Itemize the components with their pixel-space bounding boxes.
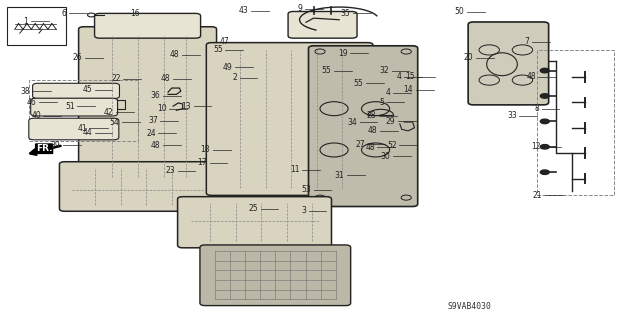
Text: 41: 41 [78, 124, 88, 133]
Circle shape [540, 145, 549, 149]
Text: 1: 1 [24, 17, 28, 26]
Text: 24: 24 [147, 129, 156, 138]
Text: 48: 48 [170, 50, 179, 59]
Text: 17: 17 [197, 158, 207, 167]
Text: S9VAB4030: S9VAB4030 [448, 302, 492, 311]
Text: 15: 15 [405, 72, 415, 81]
Text: 9: 9 [298, 4, 303, 13]
Text: 36: 36 [150, 92, 161, 100]
Text: 2: 2 [232, 73, 237, 82]
Text: 42: 42 [104, 108, 113, 117]
Text: 7: 7 [525, 38, 529, 47]
Text: 52: 52 [387, 141, 397, 150]
Text: 35: 35 [341, 9, 351, 18]
Text: 23: 23 [165, 166, 175, 175]
Text: 39: 39 [51, 141, 60, 150]
FancyBboxPatch shape [33, 83, 120, 99]
Text: 19: 19 [338, 48, 348, 58]
Circle shape [540, 119, 549, 123]
Text: 55: 55 [213, 45, 223, 55]
FancyBboxPatch shape [200, 245, 351, 306]
FancyBboxPatch shape [206, 43, 373, 196]
FancyBboxPatch shape [177, 197, 332, 248]
Text: 44: 44 [83, 128, 92, 137]
Text: 28: 28 [367, 111, 376, 120]
Text: 43: 43 [239, 6, 248, 15]
Text: 20: 20 [463, 53, 473, 62]
Text: 48: 48 [526, 72, 536, 81]
Text: 54: 54 [109, 117, 120, 127]
Text: 8: 8 [534, 104, 539, 113]
FancyBboxPatch shape [288, 11, 357, 38]
Text: 38: 38 [20, 87, 30, 96]
Text: 29: 29 [386, 117, 396, 126]
Text: 31: 31 [335, 171, 344, 180]
Text: 26: 26 [73, 53, 83, 62]
Text: 18: 18 [201, 145, 210, 154]
FancyBboxPatch shape [468, 22, 548, 105]
Text: 12: 12 [531, 142, 541, 151]
Text: 3: 3 [301, 206, 306, 215]
Text: 37: 37 [148, 116, 158, 125]
Bar [7, 7, 66, 45]
Text: 48: 48 [161, 74, 171, 83]
Text: 48: 48 [368, 126, 378, 135]
Text: 53: 53 [301, 185, 311, 194]
Text: 48: 48 [365, 143, 375, 152]
Text: 48: 48 [151, 141, 161, 150]
Text: 25: 25 [248, 204, 258, 213]
Text: 51: 51 [65, 102, 75, 111]
Text: 6: 6 [61, 9, 67, 18]
Text: 34: 34 [348, 117, 357, 127]
Circle shape [540, 170, 549, 174]
Text: 16: 16 [131, 9, 140, 18]
Text: 33: 33 [507, 111, 516, 120]
Text: 11: 11 [290, 165, 300, 174]
Text: 46: 46 [27, 98, 36, 107]
Text: 14: 14 [404, 85, 413, 94]
Text: 45: 45 [83, 85, 92, 94]
FancyBboxPatch shape [31, 98, 118, 116]
Circle shape [540, 68, 549, 73]
Text: 30: 30 [381, 152, 390, 161]
Text: 40: 40 [31, 111, 41, 120]
Text: 22: 22 [111, 74, 121, 83]
Text: 13: 13 [181, 102, 191, 111]
Text: 49: 49 [223, 63, 232, 72]
Text: 4: 4 [397, 72, 402, 81]
Text: 32: 32 [380, 66, 389, 75]
Text: FR.: FR. [36, 144, 52, 153]
Text: 10: 10 [157, 104, 167, 113]
Text: 21: 21 [532, 190, 542, 200]
Text: 55: 55 [354, 79, 364, 88]
Text: 4: 4 [385, 88, 390, 97]
Text: 5: 5 [379, 98, 384, 107]
Text: 27: 27 [355, 140, 365, 149]
Text: 47: 47 [220, 38, 229, 47]
Bar [537, 50, 614, 195]
FancyBboxPatch shape [308, 46, 418, 206]
Text: 50: 50 [454, 7, 465, 16]
Circle shape [540, 94, 549, 98]
FancyBboxPatch shape [29, 118, 119, 140]
Bar [29, 80, 138, 141]
FancyBboxPatch shape [95, 13, 200, 38]
FancyBboxPatch shape [79, 27, 216, 184]
Text: 55: 55 [322, 66, 332, 75]
FancyBboxPatch shape [60, 162, 216, 211]
